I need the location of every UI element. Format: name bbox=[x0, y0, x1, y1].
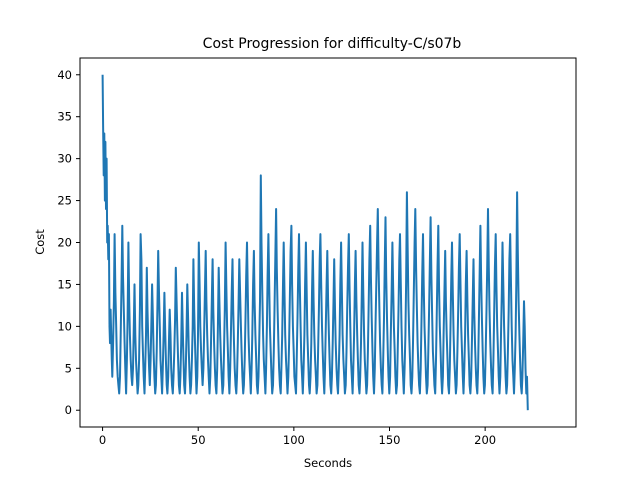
plot-series-layer bbox=[101, 74, 529, 411]
y-tick-label: 40 bbox=[57, 68, 72, 82]
x-tick-label: 0 bbox=[99, 433, 106, 447]
chart-title: Cost Progression for difficulty-C/s07b bbox=[203, 36, 462, 52]
y-tick-label: 25 bbox=[57, 194, 72, 208]
plot-frame bbox=[79, 57, 577, 428]
y-axis-ticks: 0 5 10 15 20 25 30 35 40 bbox=[57, 68, 80, 417]
x-tick-label: 200 bbox=[474, 433, 496, 447]
y-tick-label: 35 bbox=[57, 110, 72, 124]
y-tick-label: 10 bbox=[57, 319, 72, 333]
cost-series-line bbox=[101, 74, 529, 411]
y-tick-label: 0 bbox=[65, 403, 72, 417]
y-axis-label: Cost bbox=[33, 229, 47, 255]
x-tick-label: 150 bbox=[379, 433, 401, 447]
x-tick-label: 100 bbox=[283, 433, 305, 447]
y-tick-label: 5 bbox=[65, 361, 72, 375]
x-tick-label: 50 bbox=[191, 433, 206, 447]
y-tick-label: 20 bbox=[57, 236, 72, 250]
y-tick-label: 15 bbox=[57, 277, 72, 291]
x-axis-label: Seconds bbox=[304, 456, 352, 470]
y-tick-label: 30 bbox=[57, 152, 72, 166]
x-axis-ticks: 0 50 100 150 200 bbox=[99, 427, 496, 447]
